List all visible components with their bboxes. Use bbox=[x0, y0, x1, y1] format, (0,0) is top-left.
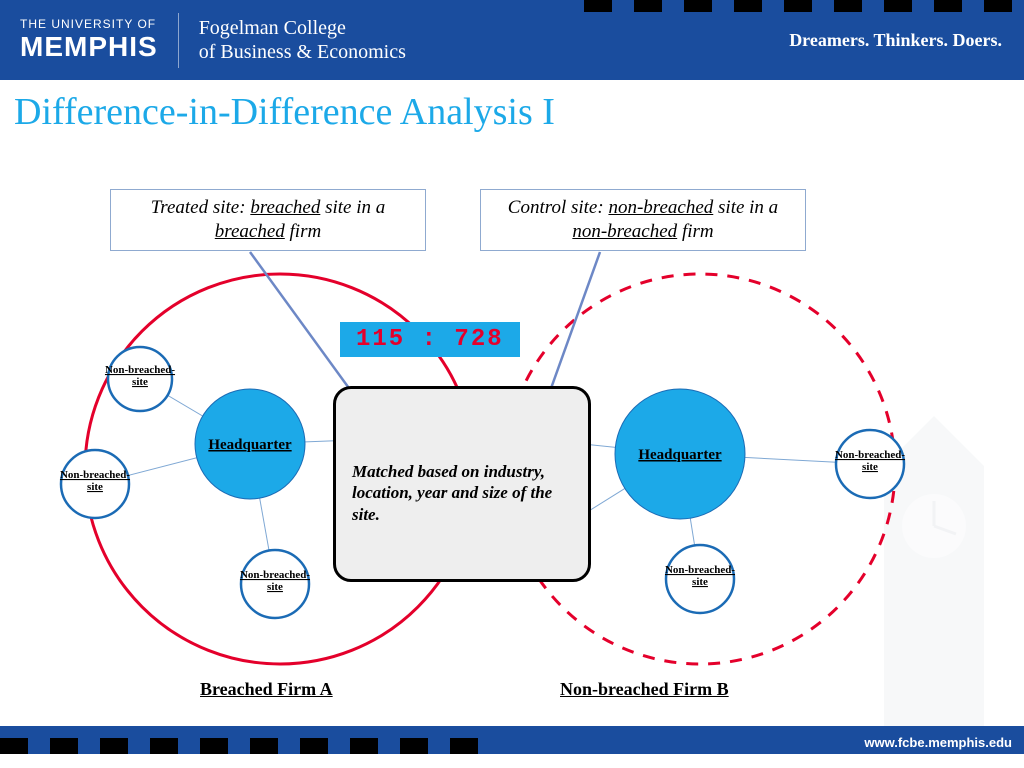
header-dashes bbox=[584, 0, 1024, 12]
uni-name: MEMPHIS bbox=[20, 31, 158, 63]
college-line2: of Business & Economics bbox=[199, 40, 406, 64]
header: THE UNIVERSITY OF MEMPHIS Fogelman Colle… bbox=[0, 0, 1024, 80]
svg-text:Headquarter: Headquarter bbox=[208, 437, 292, 453]
firm-a-label: Breached Firm A bbox=[200, 679, 333, 700]
footer: www.fcbe.memphis.edu bbox=[0, 726, 1024, 754]
page-title: Difference-in-Difference Analysis I bbox=[0, 80, 1024, 134]
callout-treated: Treated site: breached site in a breache… bbox=[110, 189, 426, 251]
college-block: Fogelman College of Business & Economics bbox=[179, 16, 426, 64]
uni-top: THE UNIVERSITY OF bbox=[20, 17, 158, 31]
svg-text:Headquarter: Headquarter bbox=[638, 447, 722, 463]
diagram-canvas: HeadquarterHeadquarterNon-breached-siteN… bbox=[0, 134, 1024, 754]
firm-b-label: Non-breached Firm B bbox=[560, 679, 729, 700]
university-block: THE UNIVERSITY OF MEMPHIS bbox=[0, 13, 179, 68]
match-text: Matched based on industry, location, yea… bbox=[352, 461, 572, 525]
footer-url: www.fcbe.memphis.edu bbox=[864, 735, 1012, 750]
ratio-badge: 115 : 728 bbox=[340, 322, 520, 357]
match-box: Matched based on industry, location, yea… bbox=[333, 386, 591, 582]
footer-dashes bbox=[0, 738, 480, 754]
tagline: Dreamers. Thinkers. Doers. bbox=[789, 30, 1024, 51]
college-line1: Fogelman College bbox=[199, 16, 406, 40]
callout-control: Control site: non-breached site in a non… bbox=[480, 189, 806, 251]
